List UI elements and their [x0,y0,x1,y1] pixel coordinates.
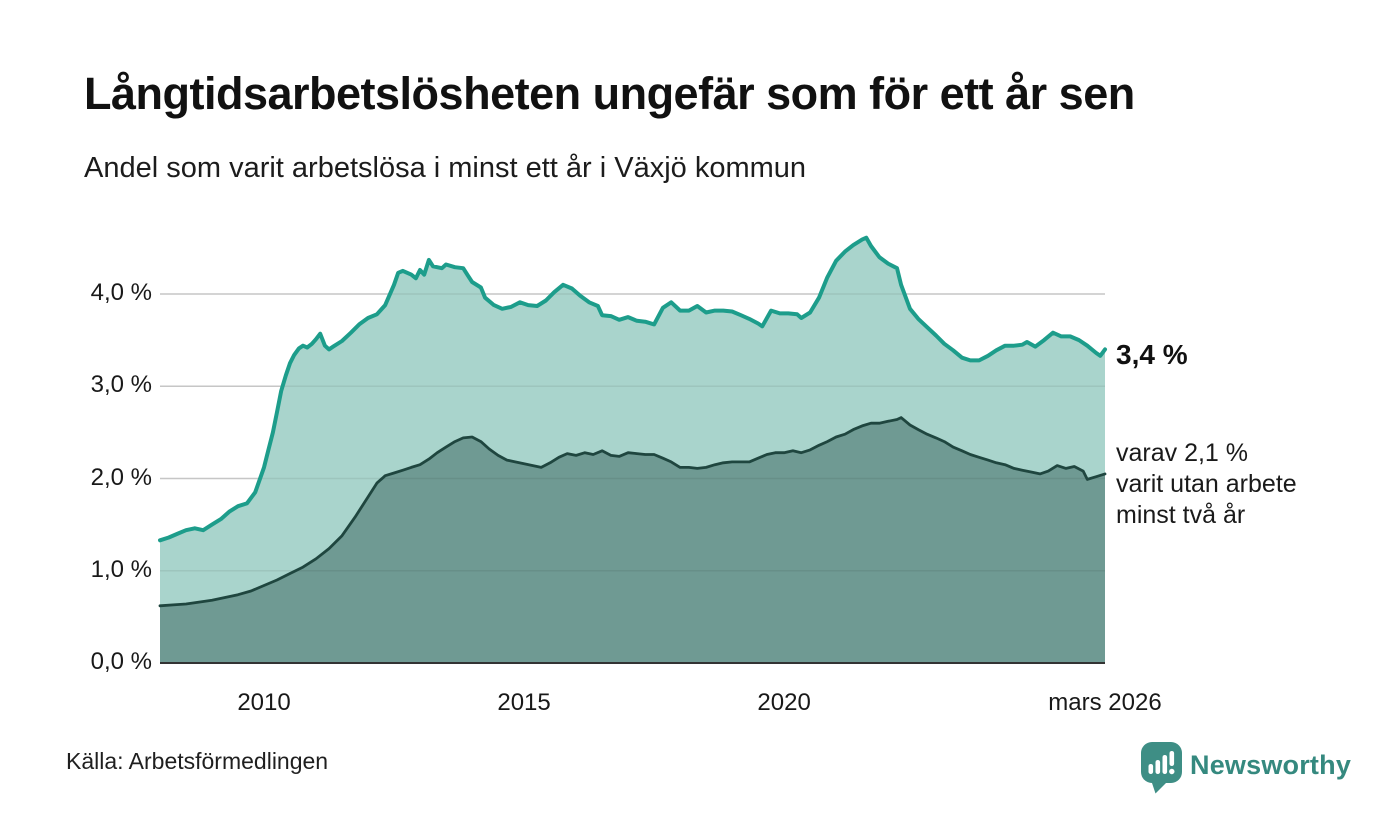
newsworthy-wordmark: Newsworthy [1190,750,1352,780]
y-axis-tick-label: 2,0 % [90,463,152,491]
chart-subtitle: Andel som varit arbetslösa i minst ett å… [84,152,807,184]
x-axis-tick-label: mars 2026 [1048,689,1162,716]
x-axis-tick-label: 2010 [237,689,291,716]
y-axis-tick-label: 0,0 % [90,648,152,675]
y-axis-tick-label: 4,0 % [90,279,152,306]
source-label: Källa: Arbetsförmedlingen [66,748,329,774]
speech-bubble-bar-chart-icon [1141,742,1182,794]
two-year-area [160,417,1105,663]
latest-two-year-value-label: varav 2,1 % varit utan arbete minst två … [1116,439,1297,529]
two-year-line [158,416,1107,608]
y-axis-tick-label: 3,0 % [90,371,152,399]
chart-title: Långtidsarbetslösheten ungefär som för e… [84,68,1135,119]
total-line [158,235,1107,543]
x-axis-tick-label: 2020 [757,689,811,716]
latest-total-value-label: 3,4 % [1116,339,1188,370]
y-axis-tick-label: 1,0 % [90,555,152,583]
x-axis-tick-label: 2015 [497,689,551,716]
